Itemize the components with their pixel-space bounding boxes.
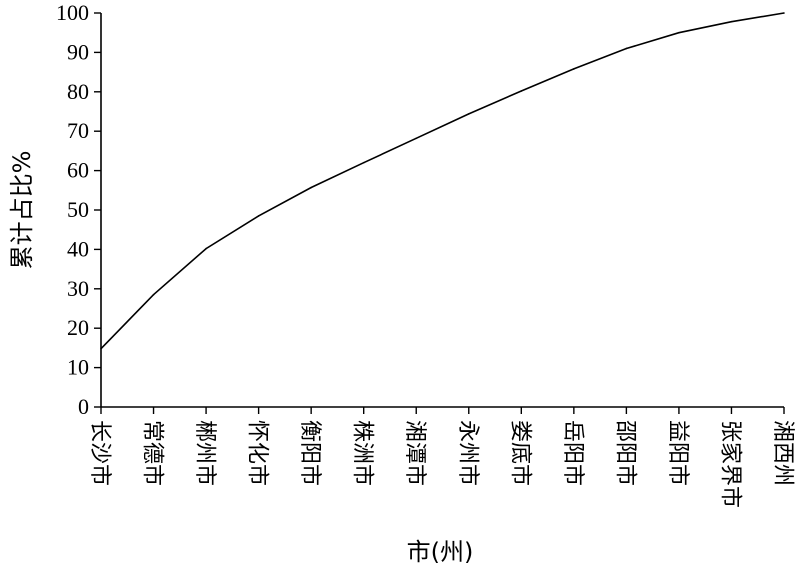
- data-point: [310, 186, 312, 189]
- y-tick-label: 40: [67, 236, 89, 261]
- y-tick-label: 50: [67, 197, 89, 222]
- x-ticks: 长沙市 常德市 郴州市 怀化市 衡阳市 株洲市 湘潭市 永州市 娄底市 岳阳市 邵阳市 益阳市 张家界市…: [87, 407, 795, 508]
- y-ticks: 0 10 20 30 40 50 60 70 80 90 100: [56, 0, 101, 419]
- data-point: [730, 20, 733, 23]
- x-category-label: 郴州市: [192, 420, 217, 486]
- data-point: [205, 247, 207, 250]
- data-point: [415, 137, 418, 140]
- data-point: [520, 90, 523, 92]
- y-tick-label: 100: [56, 0, 89, 25]
- x-category-label: 常德市: [140, 420, 165, 486]
- data-point: [678, 31, 680, 34]
- axes: [100, 13, 784, 408]
- x-category-label: 衡阳市: [297, 420, 322, 486]
- y-tick-label: 60: [67, 158, 89, 183]
- data-point: [100, 347, 102, 350]
- cumulative-share-line: [100, 12, 785, 350]
- x-category-label: 长沙市: [87, 420, 112, 486]
- data-point: [362, 161, 365, 164]
- x-category-label: 张家界市: [717, 420, 742, 508]
- data-point: [783, 12, 785, 14]
- x-category-label: 湘西州: [770, 420, 795, 486]
- y-tick-label: 90: [67, 39, 89, 64]
- x-category-label: 娄底市: [507, 420, 532, 486]
- y-tick-label: 10: [67, 355, 89, 380]
- data-point: [152, 293, 155, 296]
- x-category-label: 湘潭市: [402, 420, 427, 486]
- y-tick-label: 0: [78, 394, 89, 419]
- data-point: [467, 113, 470, 115]
- y-tick-label: 30: [67, 276, 89, 301]
- data-point: [573, 68, 575, 70]
- y-tick-label: 20: [67, 315, 89, 340]
- series-group: [100, 12, 785, 350]
- x-category-label: 邵阳市: [612, 420, 637, 486]
- x-category-label: 株洲市: [350, 420, 375, 486]
- x-category-label: 岳阳市: [560, 420, 585, 486]
- y-axis-title: 累计占比%: [8, 151, 36, 270]
- data-point: [257, 215, 260, 217]
- y-tick-label: 70: [67, 118, 89, 143]
- x-axis-title: 市(州): [407, 538, 474, 566]
- x-category-label: 怀化市: [245, 420, 270, 486]
- x-category-label: 益阳市: [665, 420, 690, 486]
- y-tick-label: 80: [67, 79, 89, 104]
- x-category-label: 永州市: [455, 420, 480, 486]
- data-point: [625, 47, 628, 50]
